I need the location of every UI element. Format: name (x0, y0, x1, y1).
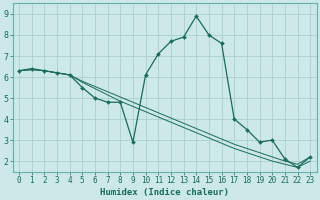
X-axis label: Humidex (Indice chaleur): Humidex (Indice chaleur) (100, 188, 229, 197)
